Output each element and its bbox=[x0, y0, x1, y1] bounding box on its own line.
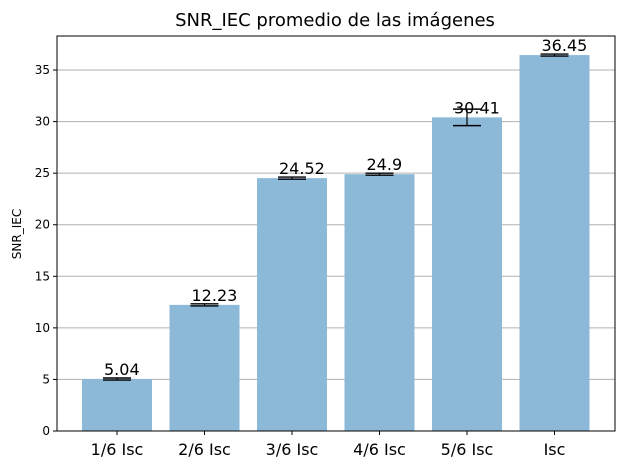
data-label: 12.23 bbox=[192, 286, 238, 305]
y-tick-label: 30 bbox=[35, 115, 50, 129]
grid-lines bbox=[57, 69, 615, 380]
y-axis-label: SNR_IEC bbox=[10, 209, 24, 259]
y-tick-label: 15 bbox=[35, 269, 50, 283]
x-tick-label: 1/6 Isc bbox=[91, 440, 144, 459]
chart-title: SNR_IEC promedio de las imágenes bbox=[175, 10, 495, 31]
bars bbox=[82, 55, 590, 432]
y-tick-label: 35 bbox=[35, 63, 50, 77]
y-tick-label: 10 bbox=[35, 321, 50, 335]
bar bbox=[169, 304, 240, 431]
bar bbox=[432, 117, 502, 431]
data-label: 24.9 bbox=[367, 155, 403, 174]
x-axis-ticks: 1/6 Isc 2/6 Isc 3/6 Isc 4/6 Isc 5/6 Isc Isc bbox=[91, 431, 566, 459]
x-tick-label: 3/6 Isc bbox=[266, 440, 319, 459]
x-tick-label: 2/6 Isc bbox=[178, 440, 231, 459]
y-axis-ticks: 0 5 10 15 20 25 30 35 bbox=[35, 63, 57, 438]
y-tick-label: 20 bbox=[35, 218, 50, 232]
bar bbox=[82, 379, 152, 431]
data-label: 30.41 bbox=[454, 98, 500, 117]
data-label: 5.04 bbox=[104, 360, 140, 379]
x-tick-label: Isc bbox=[544, 440, 566, 459]
plot-frame bbox=[56, 35, 616, 432]
bar bbox=[257, 178, 327, 431]
y-tick-label: 25 bbox=[35, 166, 50, 180]
x-tick-label: 5/6 Isc bbox=[441, 440, 494, 459]
y-tick-label: 5 bbox=[42, 372, 50, 386]
y-tick-label: 0 bbox=[42, 424, 50, 438]
x-tick-label: 4/6 Isc bbox=[353, 440, 406, 459]
data-labels: 5.04 12.23 24.52 24.9 30.41 36.45 bbox=[104, 36, 587, 379]
bar bbox=[344, 174, 415, 432]
data-label: 36.45 bbox=[542, 36, 588, 55]
error-bars bbox=[103, 53, 569, 381]
data-label: 24.52 bbox=[279, 159, 325, 178]
bar bbox=[519, 55, 590, 431]
